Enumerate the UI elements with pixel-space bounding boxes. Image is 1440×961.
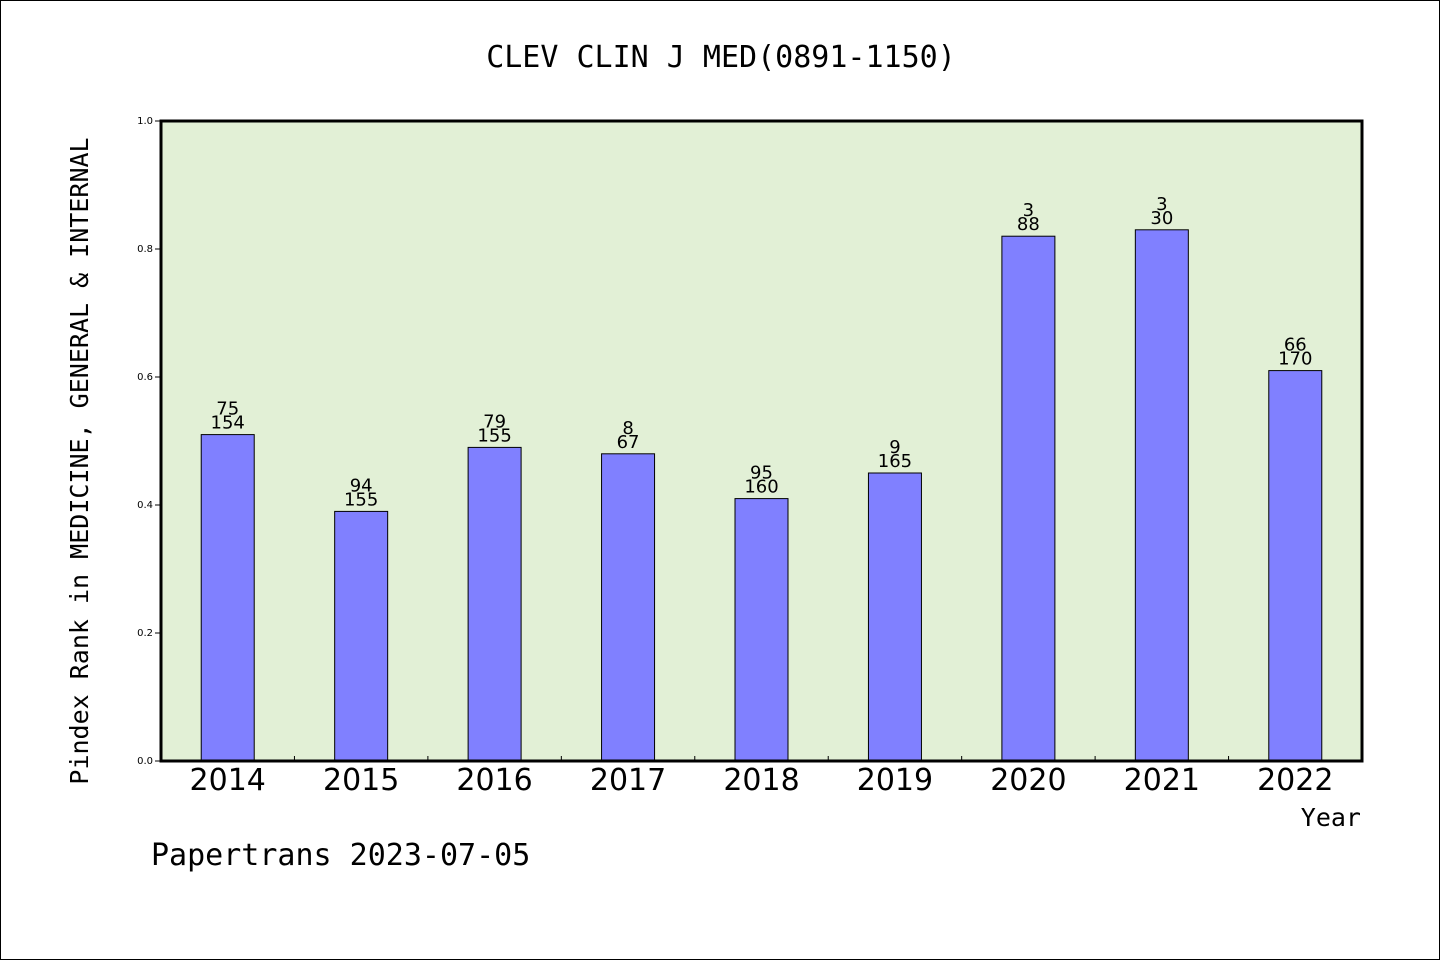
bar-rank-label: 94 bbox=[350, 475, 373, 496]
y-tick-label: 0.8 bbox=[137, 244, 153, 255]
bar-rank-label: 8 bbox=[622, 418, 633, 439]
bar-total-label: 88 bbox=[1017, 214, 1040, 235]
chart-title: CLEV CLIN J MED(0891-1150) bbox=[486, 40, 956, 75]
x-tick-label: 2019 bbox=[857, 763, 933, 798]
bar-rank-label: 75 bbox=[216, 399, 239, 420]
x-tick-label: 2016 bbox=[456, 763, 532, 798]
bar bbox=[1268, 370, 1323, 762]
bar bbox=[1134, 229, 1189, 762]
bar bbox=[200, 434, 255, 762]
bar bbox=[867, 472, 922, 762]
x-axis-label: Year bbox=[1301, 803, 1361, 832]
y-axis-label: Pindex Rank in MEDICINE, GENERAL & INTER… bbox=[65, 137, 94, 784]
bar bbox=[334, 510, 389, 762]
x-axis-ticks: 2014 2015 2016 2017 2018 2019 2020 2021 2022 bbox=[190, 756, 1333, 798]
bar bbox=[601, 453, 656, 762]
x-tick-label: 2017 bbox=[590, 763, 666, 798]
bar bbox=[1001, 235, 1056, 762]
x-tick-label: 2021 bbox=[1124, 763, 1200, 798]
y-tick-label: 1.0 bbox=[137, 116, 153, 127]
bar-rank-label: 66 bbox=[1284, 335, 1307, 356]
plot-border bbox=[159, 119, 1364, 763]
x-tick-label: 2014 bbox=[190, 763, 266, 798]
bar-total-label: 165 bbox=[878, 451, 912, 472]
bar bbox=[467, 446, 522, 762]
bar-total-label: 170 bbox=[1278, 349, 1312, 370]
y-tick-label: 0.2 bbox=[137, 628, 153, 639]
bar-rank-label: 3 bbox=[1023, 200, 1034, 221]
bar-rank-label: 79 bbox=[483, 411, 506, 432]
y-axis-ticks: 0.0 0.2 0.4 0.6 0.8 1.0 bbox=[137, 116, 161, 767]
bar-total-label: 30 bbox=[1150, 208, 1173, 229]
bar bbox=[734, 498, 789, 762]
x-tick-label: 2018 bbox=[723, 763, 799, 798]
bar-rank-label: 95 bbox=[750, 463, 773, 484]
bar-total-label: 155 bbox=[477, 425, 511, 446]
x-tick-label: 2022 bbox=[1257, 763, 1333, 798]
y-tick-label: 0.6 bbox=[137, 372, 153, 383]
y-tick-label: 0.4 bbox=[137, 500, 153, 511]
bar-rank-label: 9 bbox=[889, 437, 900, 458]
x-tick-label: 2015 bbox=[323, 763, 399, 798]
bar-rank-label: 3 bbox=[1156, 194, 1167, 215]
bar-total-label: 154 bbox=[211, 413, 245, 434]
x-tick-label: 2020 bbox=[990, 763, 1066, 798]
bar-total-label: 155 bbox=[344, 489, 378, 510]
y-tick-label: 0.0 bbox=[137, 756, 153, 767]
bar-total-label: 160 bbox=[744, 477, 778, 498]
footer-credit: Papertrans 2023-07-05 bbox=[151, 838, 530, 873]
bar-total-label: 67 bbox=[617, 432, 640, 453]
